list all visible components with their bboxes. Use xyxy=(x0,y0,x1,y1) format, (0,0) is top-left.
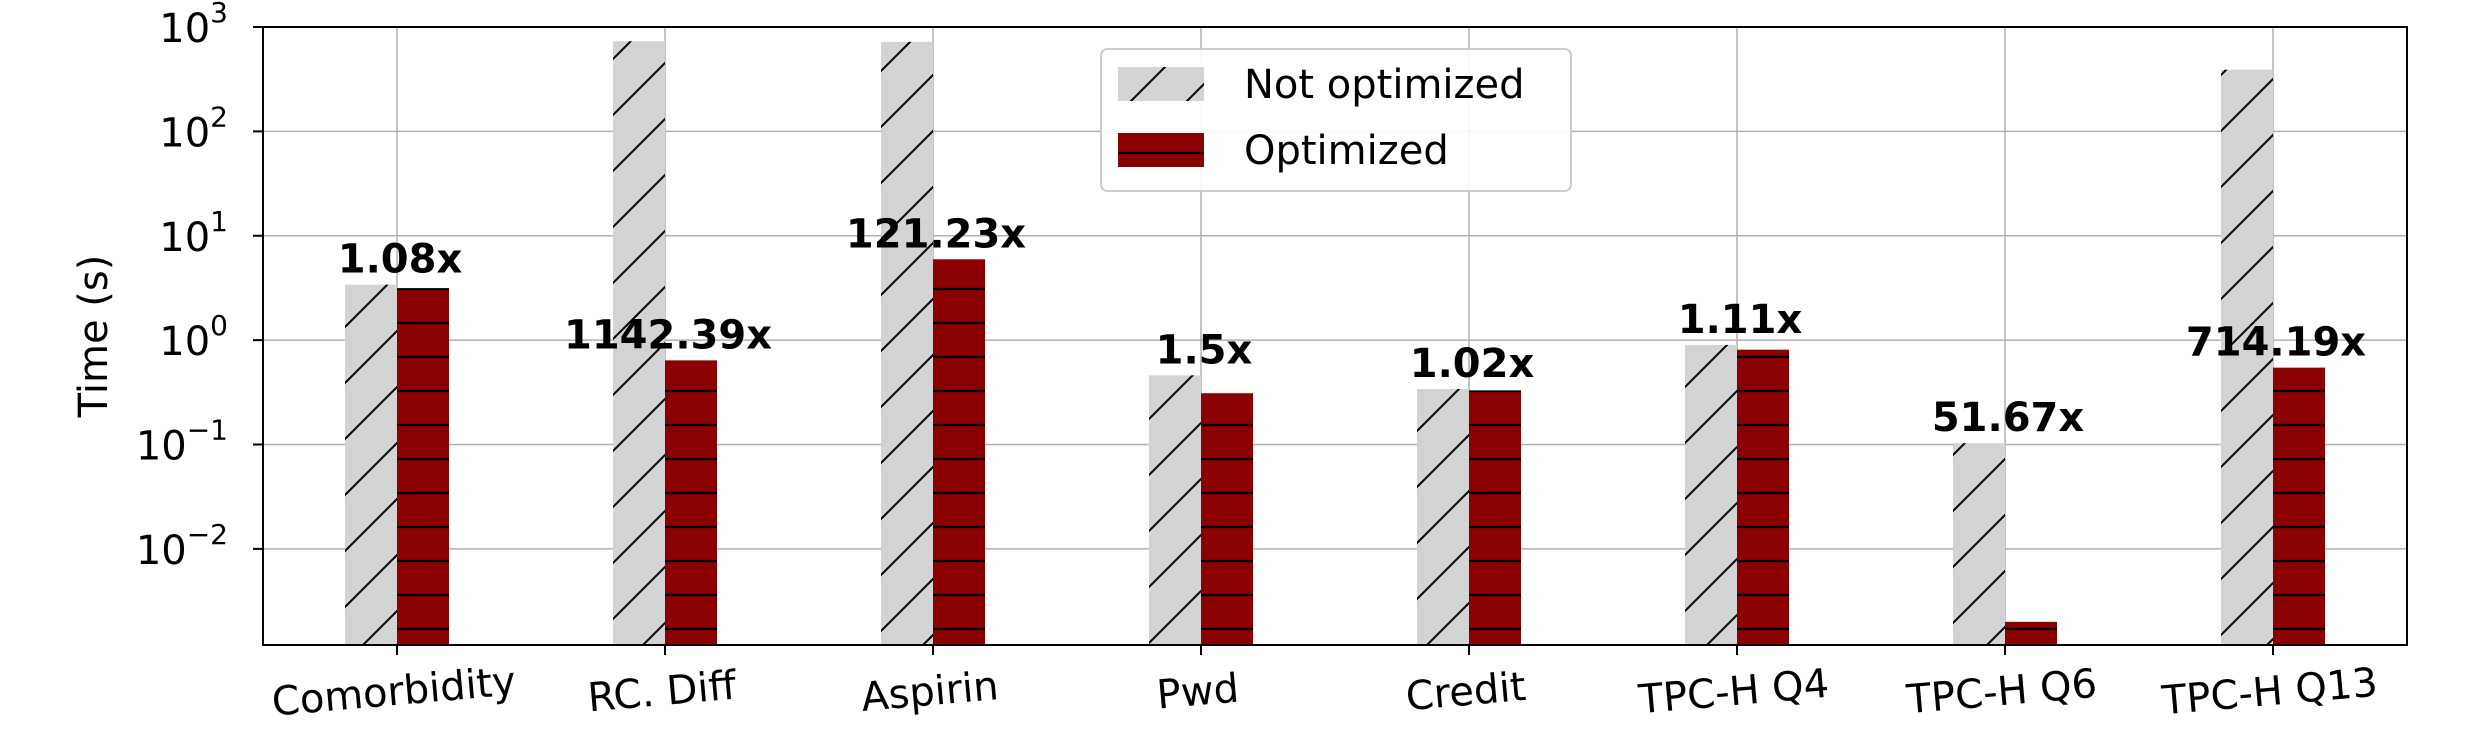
x-tick-label: Credit xyxy=(1404,664,1528,720)
y-tick-base: 10 xyxy=(159,319,210,365)
bars xyxy=(345,41,2325,646)
bar-not-optimized xyxy=(1953,443,2005,645)
y-tick-label: 100 xyxy=(159,309,228,365)
bar-not-optimized xyxy=(881,41,933,645)
bar-optimized xyxy=(665,360,717,645)
plot-frame xyxy=(262,26,2408,646)
bar-optimized xyxy=(933,259,985,645)
y-tick-exponent: −2 xyxy=(187,518,228,551)
legend: Not optimized Optimized xyxy=(1100,48,1572,192)
speedup-label: 1.5x xyxy=(1156,327,1253,373)
speedup-label: 51.67x xyxy=(1932,395,2085,441)
x-tick-label: Comorbidity xyxy=(270,658,518,725)
bar-optimized xyxy=(2273,367,2325,645)
x-tick-label: TPC-H Q6 xyxy=(1904,661,2099,724)
speedup-annotations: 1.08x 1142.39x 121.23x 1.5x 1.02x 1.11x 51.67x… xyxy=(338,211,2367,441)
y-tick-exponent: 0 xyxy=(210,309,228,342)
speedup-label: 121.23x xyxy=(846,211,1026,257)
y-axis-label: Time (s) xyxy=(71,255,117,419)
bar-optimized xyxy=(2005,621,2057,645)
y-tick-base: 10 xyxy=(159,110,210,156)
y-tick-exponent: −1 xyxy=(187,414,228,447)
legend-swatch-not-optimized xyxy=(1118,67,1204,101)
bar-not-optimized xyxy=(345,284,397,645)
y-tick-base: 10 xyxy=(159,6,210,52)
x-axis-ticks: Comorbidity RC. Diff Aspirin Pwd Credit TPC-H… xyxy=(270,645,2380,726)
y-tick-exponent: 3 xyxy=(210,0,228,29)
bar-not-optimized xyxy=(613,41,665,646)
x-tick-label: Aspirin xyxy=(859,663,1000,721)
y-tick-base: 10 xyxy=(159,215,210,261)
y-tick-exponent: 1 xyxy=(210,205,228,238)
bar-optimized xyxy=(397,288,449,645)
y-tick-label: 101 xyxy=(159,205,228,261)
y-tick-exponent: 2 xyxy=(210,100,228,133)
legend-label-optimized: Optimized xyxy=(1244,128,1449,174)
y-tick-label: 103 xyxy=(159,0,228,52)
x-tick-label: TPC-H Q13 xyxy=(2159,660,2379,725)
legend-label-not-optimized: Not optimized xyxy=(1244,62,1525,108)
y-tick-base: 10 xyxy=(136,528,187,574)
bar-not-optimized xyxy=(1149,375,1201,645)
x-tick-label: TPC-H Q4 xyxy=(1636,661,1831,724)
speedup-label: 1.02x xyxy=(1410,341,1535,387)
speedup-label: 1.11x xyxy=(1678,297,1803,343)
legend-frame xyxy=(1100,48,1572,192)
y-tick-label: 10−1 xyxy=(136,414,228,470)
bar-optimized xyxy=(1201,393,1253,645)
bar-optimized xyxy=(1737,349,1789,645)
bar-not-optimized xyxy=(2221,69,2273,645)
bar-not-optimized xyxy=(1685,344,1737,645)
x-tick-label: Pwd xyxy=(1155,666,1241,719)
speedup-label: 714.19x xyxy=(2186,320,2366,366)
y-tick-base: 10 xyxy=(136,424,187,470)
bar-optimized xyxy=(1469,390,1521,645)
y-tick-label: 10−2 xyxy=(136,518,228,574)
y-tick-label: 102 xyxy=(159,100,228,156)
x-tick-label: RC. Diff xyxy=(586,663,740,722)
legend-swatch-optimized xyxy=(1118,133,1204,167)
speedup-label: 1142.39x xyxy=(564,312,772,358)
speedup-label: 1.08x xyxy=(338,237,463,283)
bar-not-optimized xyxy=(1417,389,1469,645)
